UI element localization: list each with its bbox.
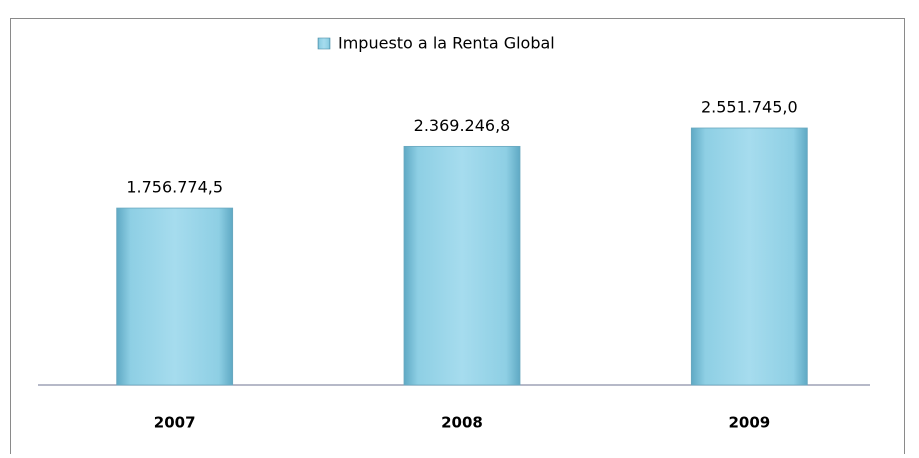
bar [116, 207, 234, 386]
legend-label: Impuesto a la Renta Global [338, 34, 555, 53]
x-tick-label: 2009 [728, 414, 770, 432]
x-tick-label: 2007 [154, 414, 196, 432]
data-label: 2.551.745,0 [701, 98, 798, 117]
legend-swatch [317, 37, 331, 50]
data-label: 1.756.774,5 [126, 178, 223, 197]
bar [690, 127, 808, 386]
bar [403, 145, 521, 386]
data-label: 2.369.246,8 [414, 116, 511, 135]
x-tick-label: 2008 [441, 414, 483, 432]
